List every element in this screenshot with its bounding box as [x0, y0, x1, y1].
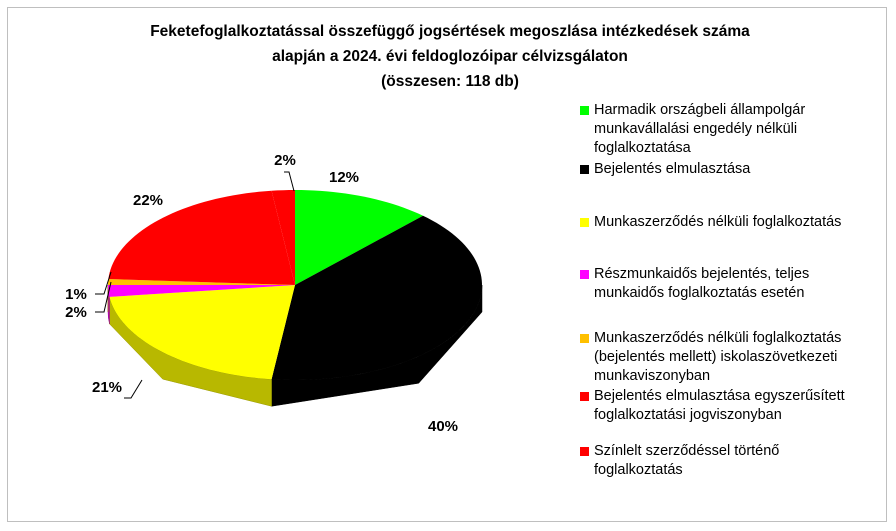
legend-item: Munkaszerződés nélküli foglalkoztatás (b…	[580, 329, 870, 386]
slice	[271, 190, 295, 285]
value-label: 21%	[92, 379, 122, 396]
legend-swatch	[580, 392, 589, 401]
legend-swatch	[580, 270, 589, 279]
legend-item: Színlelt szerződéssel történő foglalkozt…	[580, 442, 870, 480]
value-label: 2%	[65, 304, 87, 321]
legend-item: Munkaszerződés nélküli foglalkoztatás	[580, 213, 870, 232]
legend-item: Bejelentés elmulasztása	[580, 160, 870, 179]
value-label: 1%	[65, 286, 87, 303]
legend-item: Részmunkaidős bejelentés, teljes munkaid…	[580, 265, 870, 303]
slice	[109, 285, 295, 380]
legend-swatch	[580, 218, 589, 227]
legend-label: Munkaszerződés nélküli foglalkoztatás (b…	[594, 330, 842, 384]
legend-swatch	[580, 447, 589, 456]
leader-line	[284, 171, 295, 192]
chart-title: alapján a 2024. évi feldoglozóipar célvi…	[272, 48, 628, 65]
value-label: 40%	[428, 418, 458, 435]
legend-label: Munkaszerződés nélküli foglalkoztatás	[594, 214, 842, 230]
slice	[295, 190, 424, 285]
legend-item: Harmadik országbeli állampolgár munkavál…	[580, 101, 870, 158]
legend-swatch	[580, 106, 589, 115]
slice	[271, 215, 482, 380]
slice	[108, 285, 295, 297]
value-label: 12%	[329, 169, 359, 186]
legend-label: Bejelentés elmulasztása egyszerűsített f…	[594, 388, 845, 423]
legend-item: Bejelentés elmulasztása egyszerűsített f…	[580, 387, 870, 425]
leader-line	[95, 281, 112, 313]
legend-label: Részmunkaidős bejelentés, teljes munkaid…	[594, 266, 810, 301]
legend-swatch	[580, 165, 589, 174]
leader-line	[124, 379, 143, 399]
legend-label: Harmadik országbeli állampolgár munkavál…	[594, 102, 806, 156]
leader-line	[95, 271, 112, 295]
value-label: 2%	[274, 152, 296, 169]
chart-title: Feketefoglalkoztatással összefüggő jogsé…	[150, 23, 750, 40]
slice	[108, 279, 295, 285]
chart-title: (összesen: 118 db)	[381, 73, 519, 90]
legend-swatch	[580, 334, 589, 343]
legend-label: Színlelt szerződéssel történő foglalkozt…	[594, 443, 780, 478]
slice-tops	[108, 190, 482, 380]
chart-frame	[7, 7, 887, 522]
value-label: 22%	[133, 192, 163, 209]
legend-label: Bejelentés elmulasztása	[594, 161, 751, 177]
slice	[108, 190, 296, 285]
